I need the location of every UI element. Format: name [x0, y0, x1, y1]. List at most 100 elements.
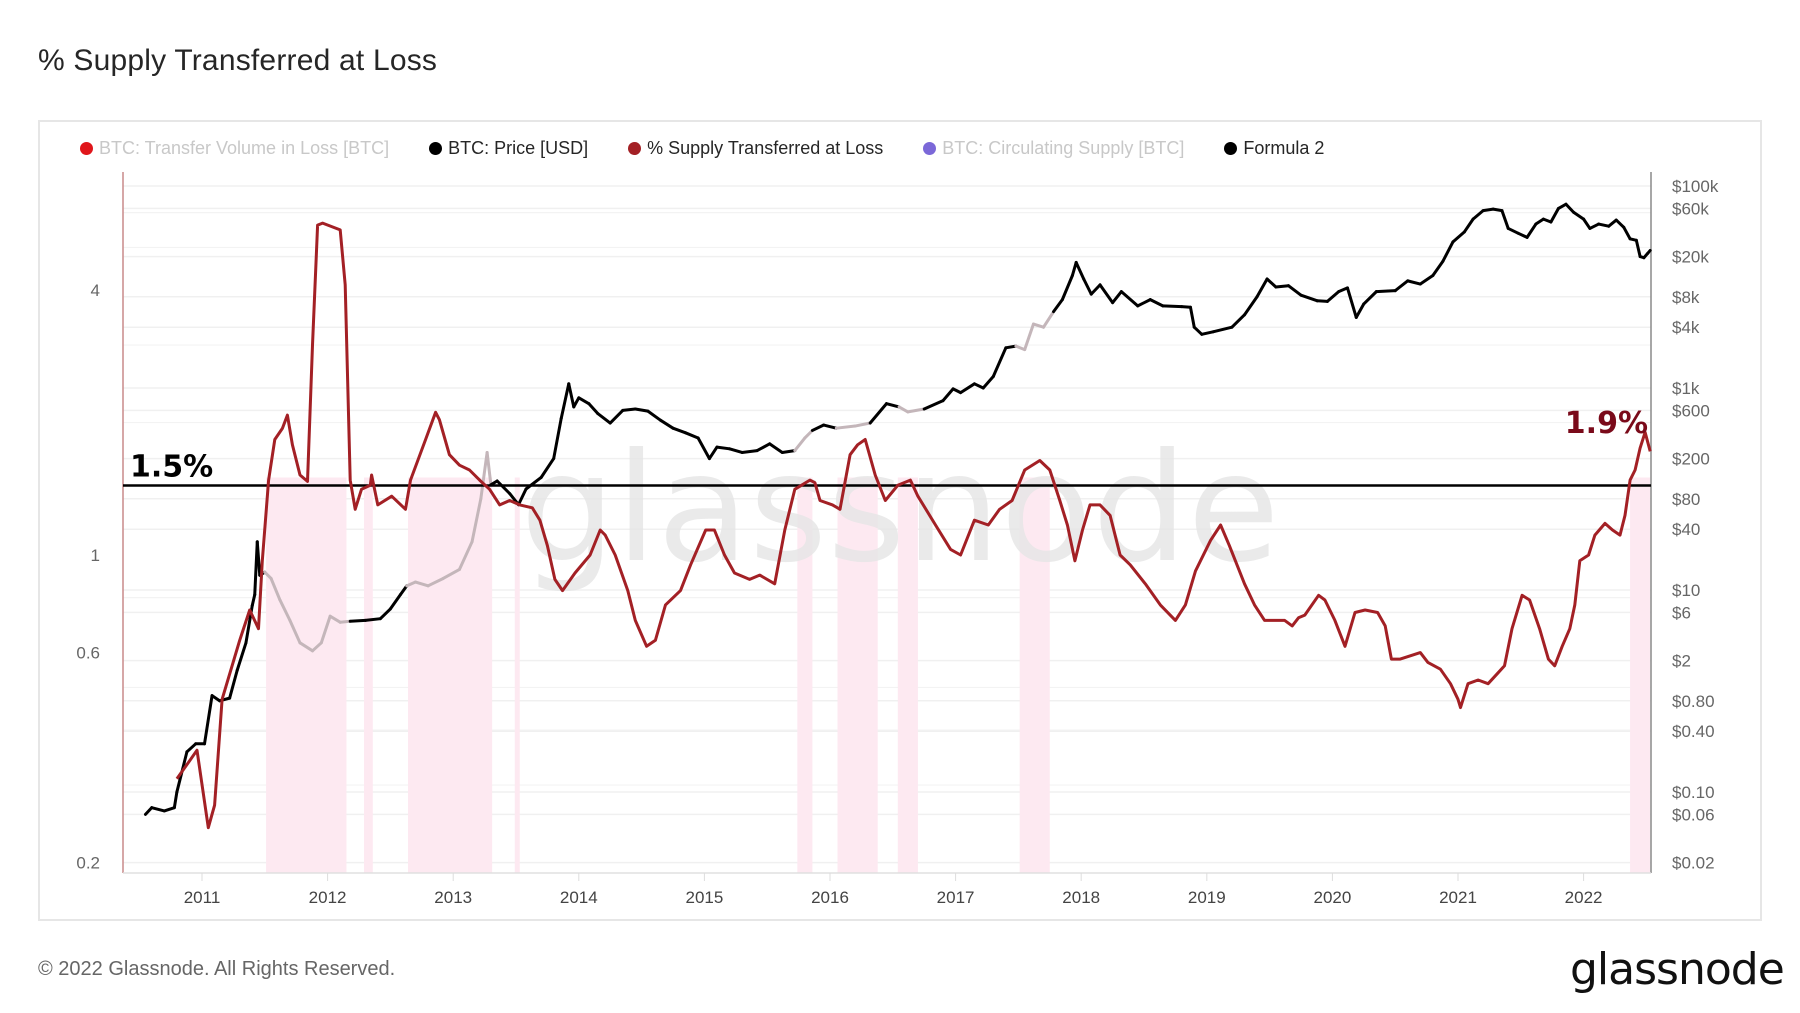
price-line-segment: [1200, 330, 1215, 336]
price-line-segment: [658, 418, 675, 430]
legend-dot-icon: [429, 142, 443, 155]
price-line-segment: [1230, 313, 1246, 329]
price-line-segment: [897, 405, 910, 414]
price-line-segment: [621, 407, 637, 412]
price-line-segment: [1525, 222, 1538, 239]
price-line-segment: [1325, 290, 1341, 303]
legend-item[interactable]: % Supply Transferred at Loss: [628, 138, 883, 159]
legend-label: Formula 2: [1243, 138, 1325, 158]
price-line-segment: [414, 580, 430, 588]
price-line-segment: [485, 450, 493, 487]
legend-dot-icon: [80, 142, 93, 155]
glassnode-logo[interactable]: glassnode: [1570, 944, 1785, 995]
price-line-segment: [1111, 290, 1123, 305]
legend-label: BTC: Transfer Volume in Loss [BTC]: [99, 138, 390, 158]
x-tick-label: 2019: [1188, 888, 1226, 907]
price-line-segment: [1211, 325, 1234, 334]
price-line-segment: [715, 445, 732, 451]
price-line-segment: [552, 416, 563, 461]
legend-item[interactable]: Formula 2: [1224, 138, 1324, 159]
loss-highlight-band: [407, 477, 493, 873]
loss-highlight-band: [837, 477, 878, 873]
price-line-segment: [559, 382, 571, 420]
price-line-segment: [1074, 260, 1086, 281]
latest-value-annotation: 1.9%: [1565, 406, 1648, 441]
left-axis-tick-label: 4: [91, 281, 100, 300]
price-line-segment: [378, 607, 392, 621]
price-line-segment: [162, 806, 176, 813]
legend-item[interactable]: BTC: Circulating Supply [BTC]: [923, 138, 1184, 159]
left-axis-tick-label: 0.6: [76, 644, 100, 663]
price-line-segment: [1136, 298, 1152, 308]
supply-loss-line: [175, 221, 1652, 830]
right-axis-tick-label: $40: [1672, 520, 1700, 539]
price-line-segment: [780, 449, 797, 454]
legend-item[interactable]: BTC: Transfer Volume in Loss [BTC]: [80, 138, 389, 159]
price-line-segment: [596, 411, 612, 425]
right-axis-tick-label: $0.06: [1672, 805, 1715, 824]
loss-highlight-band: [1019, 477, 1050, 873]
price-line-segment: [1042, 310, 1056, 329]
left-axis-tick-label: 1: [91, 546, 100, 565]
price-line-segment: [1119, 290, 1140, 308]
price-line-segment: [1572, 210, 1586, 221]
right-axis-tick-label: $0.10: [1672, 783, 1715, 802]
price-line-segment: [1265, 277, 1278, 289]
price-line-segment: [1431, 259, 1445, 277]
right-axis-tick-label: $200: [1672, 450, 1710, 469]
x-tick-label: 2018: [1062, 888, 1100, 907]
price-line-segment: [1148, 298, 1165, 308]
price-line-segment: [740, 449, 759, 454]
price-line-segment: [288, 618, 302, 645]
right-axis-tick-label: $80: [1672, 490, 1700, 509]
price-line-segment: [1393, 279, 1410, 293]
left-axis-tick-label: 0.2: [76, 854, 100, 873]
price-line-segment: [793, 436, 807, 453]
right-axis-tick-label: $60k: [1672, 199, 1709, 218]
right-axis-tick-label: $6: [1672, 603, 1691, 622]
loss-highlight-band: [364, 477, 373, 873]
legend-dot-icon: [1224, 142, 1238, 155]
price-line-segment: [388, 593, 402, 611]
price-line-segment: [441, 567, 461, 580]
copyright-text: © 2022 Glassnode. All Rights Reserved.: [38, 958, 396, 980]
legend-label: BTC: Price [USD]: [448, 138, 589, 158]
price-line-segment: [1192, 325, 1204, 336]
loss-highlight-band: [266, 477, 347, 873]
price-line-segment: [1462, 217, 1475, 234]
x-tick-label: 2022: [1565, 888, 1603, 907]
price-line-segment: [210, 694, 222, 703]
price-line-segment: [1023, 322, 1035, 352]
legend-item[interactable]: BTC: Price [USD]: [429, 138, 588, 159]
chart-title: % Supply Transferred at Loss: [38, 44, 438, 77]
price-line-segment: [228, 668, 239, 700]
price-line-segment: [1242, 295, 1259, 317]
price-line-segment: [1500, 209, 1510, 230]
loss-highlight-band: [797, 477, 813, 873]
price-line-segment: [1634, 238, 1642, 259]
right-axis-tick-label: $1k: [1672, 379, 1700, 398]
price-line-segment: [150, 806, 166, 813]
price-line-segment: [1607, 218, 1618, 228]
price-line-segment: [728, 447, 744, 454]
price-line-segment: [1622, 225, 1632, 241]
loss-highlight-band: [514, 477, 520, 873]
x-tick-label: 2012: [309, 888, 347, 907]
price-line-segment: [1481, 207, 1495, 213]
price-line-segment: [328, 614, 342, 624]
price-line-segment: [1471, 209, 1485, 221]
price-line-segment: [524, 475, 543, 491]
price-line-segment: [1354, 302, 1366, 319]
price-line-segment: [1060, 273, 1074, 302]
price-line-segment: [822, 423, 838, 430]
price-line-segment: [1597, 222, 1611, 228]
right-axis-tick-label: $4k: [1672, 318, 1700, 337]
price-line-segment: [338, 619, 352, 624]
price-line-segment: [922, 399, 945, 411]
price-line-segment: [959, 382, 976, 395]
price-line-segment: [834, 424, 857, 430]
watermark: glassnode: [520, 422, 1279, 596]
price-line-segment: [203, 694, 214, 746]
loss-highlight-band: [1630, 477, 1651, 873]
loss-highlight-band: [897, 477, 918, 873]
